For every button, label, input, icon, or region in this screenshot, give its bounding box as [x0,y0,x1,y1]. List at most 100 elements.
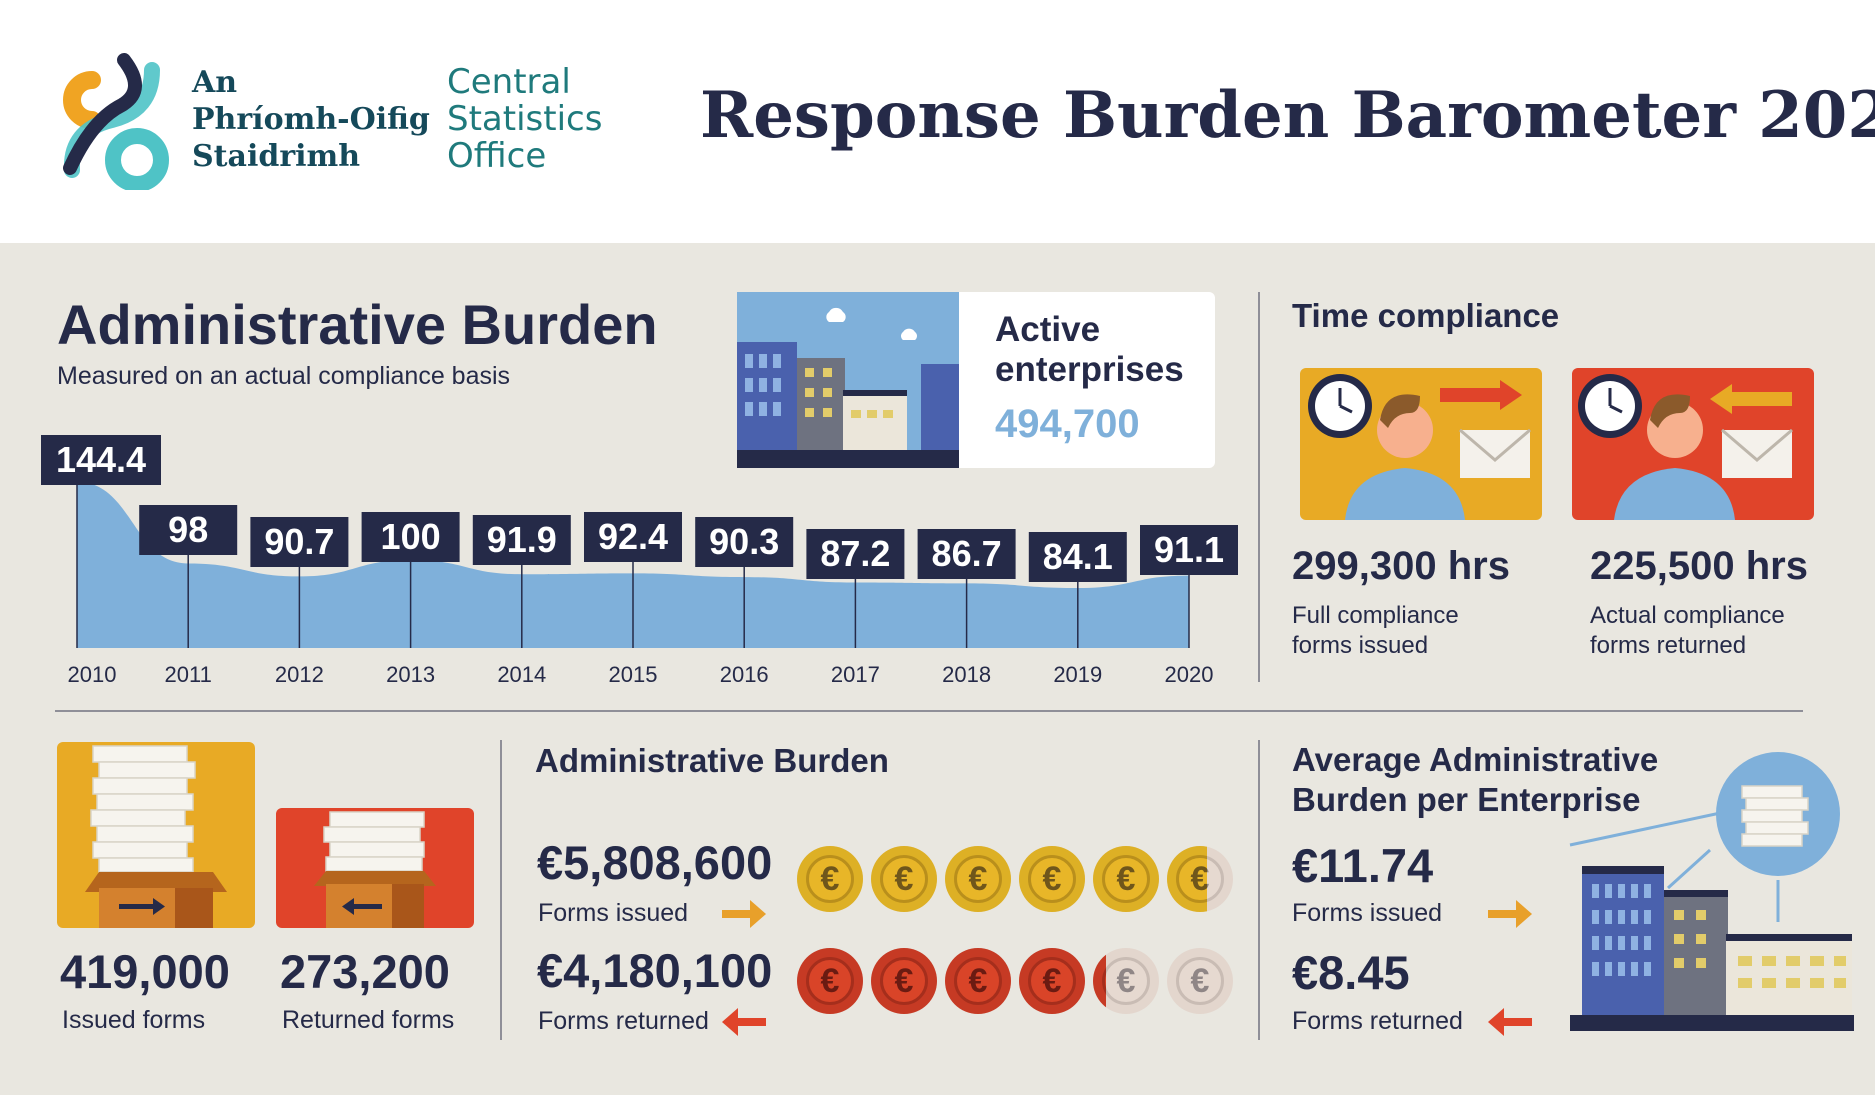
chart-x-tick-label: 2020 [1165,662,1214,687]
chart-x-tick-label: 2019 [1053,662,1102,687]
time-compliance-title: Time compliance [1292,297,1560,334]
euro-coin-filled: € [797,846,863,912]
avg-burden-title: Average Administrative Burden per Enterp… [1292,740,1658,820]
admin-burden-chart: 144.4 98 90.7 100 91.9 92.4 90.3 87.2 86.7 84.1 91… [41,435,1238,687]
admin-burden-subtitle: Measured on an actual compliance basis [57,362,511,390]
chart-value-label-bg [584,512,682,562]
euro-coin-filled: € [1019,948,1085,1014]
returned-forms-illustration [276,808,474,928]
returned-forms-value: 273,200 [280,945,450,998]
issued-forms-illustration [57,742,255,928]
chart-value-label: 86.7 [932,533,1002,574]
returned-forms-label: Returned forms [282,1006,455,1034]
euro-coin-icon: €€ [871,846,937,912]
avg-issued-label: Forms issued [1292,899,1443,927]
coins-issued: €€€€€€€€€€€€ [797,846,1237,916]
chart-value-label: 90.3 [709,521,779,562]
avg-returned-label: Forms returned [1292,1007,1463,1035]
chart-value-label-bg [41,435,161,485]
paper-stack-icon [1741,785,1809,847]
actual-compliance-illustration [1572,368,1814,520]
actual-compliance-hours: 225,500 hrs [1590,544,1808,588]
clock-icon [1308,374,1372,438]
separator [500,740,502,1040]
euro-coin-filled: € [871,948,937,1014]
logo-en-line: Central [447,62,571,102]
full-compliance-illustration [1300,368,1542,520]
chart-value-label-bg [806,529,905,579]
logo-ga-text: An Phríomh-Oifig Staidrimh [192,64,430,175]
box-icon [85,872,227,928]
chart-value-label-bg [1028,532,1127,582]
active-enterprises-label: Active enterprises [995,310,1184,390]
chart-value-label-bg [472,515,571,565]
chart-area [77,481,1189,648]
logo-ga-line: Staidrimh [192,139,361,174]
euro-coin-filled: € [1019,846,1085,912]
euro-coin-filled: € [1093,948,1107,1014]
euro-coin-icon: €€ [797,846,863,912]
logo-ga-line: An [192,65,238,100]
paper-stack-icon [90,745,196,873]
active-label-line-1: Active [995,310,1101,349]
box-icon [314,871,436,928]
euro-coin-icon: € [1167,948,1233,1014]
chart-x-tick-label: 2011 [165,662,212,687]
chart-x-tick-label: 2010 [68,662,117,687]
enterprise-buildings-illustration [1569,752,1854,1031]
chart-x-tick-label: 2017 [831,662,880,687]
chart-x-tick-label: 2016 [720,662,769,687]
chart-value-label: 91.1 [1154,529,1224,570]
burden-issued-value: €5,808,600 [537,836,773,889]
euro-coin-filled: € [1167,846,1207,912]
euro-coin-icon: €€ [945,846,1011,912]
burden-cost-title: Administrative Burden [535,742,889,779]
arrow-right-icon [1488,900,1532,928]
cso-logo-icon [63,53,169,190]
chart-x-tick-label: 2018 [942,662,991,687]
separator [1258,292,1260,682]
chart-value-label-bg [361,512,460,562]
building-icon [737,292,959,468]
actual-label-line-2: forms returned [1590,632,1747,659]
chart-x-tick-label: 2014 [497,662,546,687]
actual-label-line-1: Actual compliance [1590,602,1785,629]
arrow-left-icon [722,1008,766,1036]
euro-coin-filled: € [945,948,1011,1014]
logo-ga-line: Phríomh-Oifig [192,102,430,137]
actual-compliance-label: Actual compliance forms returned [1590,601,1785,661]
arrow-left-icon [1488,1008,1532,1036]
chart-x-tick-label: 2012 [275,662,324,687]
chart-x-tick-label: 2015 [609,662,658,687]
separator [1258,740,1260,1040]
header [0,0,1875,243]
chart-value-label-bg [250,517,349,567]
avg-title-line-1: Average Administrative [1292,741,1659,778]
full-label-line-2: forms issued [1292,632,1429,659]
active-label-line-2: enterprises [995,350,1184,389]
euro-coin-faded: € [1167,948,1233,1014]
burden-returned-value: €4,180,100 [537,944,773,997]
euro-coin-icon: €€ [945,948,1011,1014]
chart-value-label: 84.1 [1043,536,1113,577]
chart-value-label: 100 [381,516,441,557]
burden-issued-label: Forms issued [538,899,689,927]
euro-coin-filled: € [1093,846,1159,912]
euro-coin-icon: €€ [1093,948,1159,1014]
arrow-right-icon [722,900,766,928]
chart-value-label: 91.9 [487,519,557,560]
logo-en-line: Statistics [447,99,603,139]
avg-returned-value: €8.45 [1292,946,1410,999]
issued-forms-value: 419,000 [60,945,230,998]
chart-x-tick-label: 2013 [386,662,435,687]
euro-coin-icon: €€ [871,948,937,1014]
horizontal-separator [55,710,1803,712]
clock-icon [1578,374,1642,438]
chart-value-label: 90.7 [264,521,334,562]
full-compliance-hours: 299,300 hrs [1292,544,1510,588]
logo-en-text: Central Statistics Office [447,64,602,175]
avg-title-line-2: Burden per Enterprise [1292,781,1641,818]
euro-coin-icon: €€ [797,948,863,1014]
chart-value-label: 92.4 [598,516,668,557]
chart-value-label-bg [695,517,794,567]
